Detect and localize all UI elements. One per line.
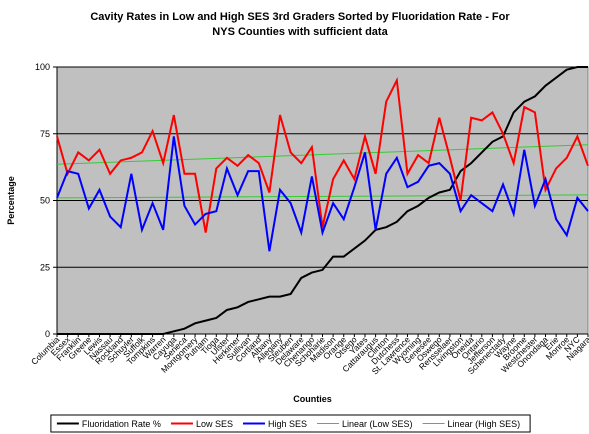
y-tick-label: 0: [45, 329, 50, 339]
legend-label: Linear (High SES): [448, 419, 521, 429]
trend-line: [56, 144, 589, 165]
legend: Fluoridation Rate % Low SES High SES Linear…: [50, 414, 531, 433]
legend-label: Low SES: [196, 419, 233, 429]
y-tick-label: 50: [40, 196, 50, 206]
series-line: [57, 66, 588, 335]
chart-title: Cavity Rates in Low and High SES 3rd Gra…: [90, 11, 510, 38]
legend-label: Fluoridation Rate %: [82, 419, 161, 429]
legend-box: [50, 414, 531, 433]
series-line: [56, 136, 589, 252]
legend-label: High SES: [268, 419, 307, 429]
y-tick-label: 25: [40, 262, 50, 272]
y-tick-label: 75: [40, 129, 50, 139]
y-tick-label: 100: [35, 62, 50, 72]
legend-label: Linear (Low SES): [342, 419, 413, 429]
x-axis-label: Counties: [293, 394, 332, 404]
y-axis-label: Percentage: [6, 176, 16, 225]
